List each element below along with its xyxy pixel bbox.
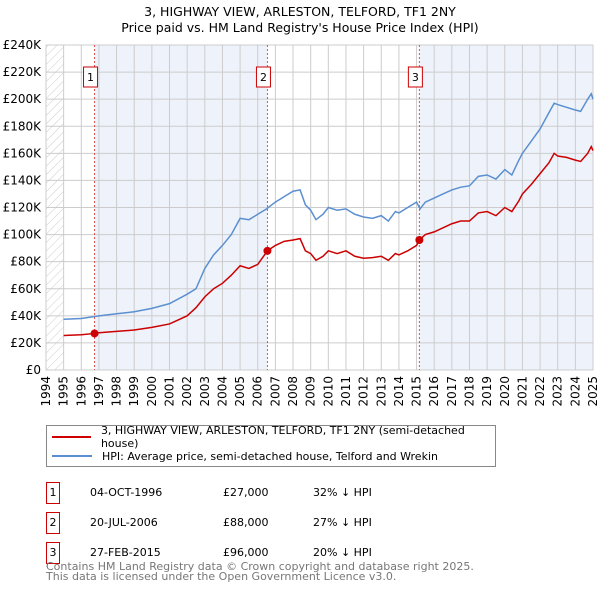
property-price-line xyxy=(63,144,594,337)
x-tick-label: 1999 xyxy=(127,376,141,407)
x-tick-label: 1994 xyxy=(39,376,53,407)
y-tick-label: £160K xyxy=(3,146,43,160)
x-tick-label: 2001 xyxy=(163,376,177,407)
x-tick-label: 2011 xyxy=(339,376,353,407)
sale-hpi-diff: 32% ↓ HPI xyxy=(313,486,372,499)
y-tick-label: £0 xyxy=(26,363,41,377)
x-tick-label: 2009 xyxy=(304,376,318,407)
sale-point xyxy=(263,246,272,255)
plot-border xyxy=(45,44,594,371)
sale-price: £96,000 xyxy=(223,546,269,559)
sale-point xyxy=(415,236,424,244)
sale-hpi-diff: 20% ↓ HPI xyxy=(313,546,372,559)
legend-label: 3, HIGHWAY VIEW, ARLESTON, TELFORD, TF1 … xyxy=(100,424,465,450)
sale-price: £27,000 xyxy=(223,486,269,499)
hpi-line xyxy=(63,92,594,320)
x-tick-label: 2012 xyxy=(357,376,371,407)
sale-row: 2 20-JUL-2006 £88,000 27% ↓ HPI xyxy=(46,512,446,534)
x-tick-label: 2018 xyxy=(462,376,476,407)
x-tick-label: 2022 xyxy=(533,376,547,407)
sale-number: 1 xyxy=(46,482,60,504)
x-tick-label: 2024 xyxy=(568,376,582,407)
legend-swatch xyxy=(52,455,92,457)
x-tick-label: 1997 xyxy=(92,376,106,407)
legend-item-hpi: HPI: Average price, semi-detached house,… xyxy=(52,448,438,464)
sale-date: 04-OCT-1996 xyxy=(90,486,163,499)
x-tick-label: 2000 xyxy=(145,376,159,407)
sale-row: 1 04-OCT-1996 £27,000 32% ↓ HPI xyxy=(46,482,446,504)
y-tick-label: £140K xyxy=(3,173,43,187)
y-tick-label: £220K xyxy=(3,65,43,79)
legend-swatch xyxy=(52,436,91,438)
sale-price: £88,000 xyxy=(223,516,269,529)
x-tick-label: 2023 xyxy=(551,376,565,407)
y-tick-label: £120K xyxy=(3,201,43,215)
x-tick-label: 2013 xyxy=(374,376,388,407)
y-tick-label: £60K xyxy=(10,282,42,296)
x-tick-label: 2002 xyxy=(180,376,194,407)
footer-line-1: Contains HM Land Registry data © Crown c… xyxy=(46,560,474,573)
sale-point xyxy=(90,329,99,338)
y-tick-label: £40K xyxy=(10,309,42,323)
sale-number: 3 xyxy=(46,542,60,564)
y-tick-label: £200K xyxy=(3,92,43,106)
x-tick-label: 2003 xyxy=(198,376,212,407)
x-tick-label: 2020 xyxy=(498,376,512,407)
plot-area: £0 £20K £40K £60K £80K £100K £120K £140K £160K £1… xyxy=(3,38,600,407)
sale-marker-label: 3 xyxy=(412,71,419,84)
x-tick-label: 2006 xyxy=(251,376,265,407)
sale-marker-label: 1 xyxy=(87,71,94,84)
chart-title: 3, HIGHWAY VIEW, ARLESTON, TELFORD, TF1 … xyxy=(144,4,456,19)
sale-date: 27-FEB-2015 xyxy=(90,546,161,559)
sale-date: 20-JUL-2006 xyxy=(90,516,158,529)
x-tick-label: 2019 xyxy=(480,376,494,407)
y-tick-label: £180K xyxy=(3,119,43,133)
x-tick-label: 2025 xyxy=(586,376,600,407)
x-tick-label: 2014 xyxy=(392,376,406,407)
x-tick-label: 2004 xyxy=(215,376,229,407)
legend: 3, HIGHWAY VIEW, ARLESTON, TELFORD, TF1 … xyxy=(46,424,496,467)
y-tick-label: £100K xyxy=(3,228,43,242)
x-tick-label: 2016 xyxy=(427,376,441,407)
sale-row: 3 27-FEB-2015 £96,000 20% ↓ HPI xyxy=(46,542,446,564)
legend-item-property: 3, HIGHWAY VIEW, ARLESTON, TELFORD, TF1 … xyxy=(52,424,495,450)
x-tick-label: 2015 xyxy=(410,376,424,407)
sale-hpi-diff: 27% ↓ HPI xyxy=(313,516,372,529)
sale-marker-label: 2 xyxy=(260,71,267,84)
x-tick-label: 2008 xyxy=(286,376,300,407)
x-tick-label: 1995 xyxy=(57,376,71,407)
x-tick-label: 1998 xyxy=(110,376,124,407)
sale-number: 2 xyxy=(46,512,60,534)
x-tick-label: 2017 xyxy=(445,376,459,407)
y-tick-label: £240K xyxy=(3,38,43,52)
y-tick-label: £80K xyxy=(10,255,42,269)
x-tick-label: 2010 xyxy=(321,376,335,407)
legend-label: HPI: Average price, semi-detached house,… xyxy=(102,449,438,463)
x-tick-label: 1996 xyxy=(74,376,88,407)
sale-marker-box xyxy=(407,66,423,88)
y-tick-label: £20K xyxy=(10,336,42,350)
footer-line-2: This data is licensed under the Open Gov… xyxy=(46,570,397,583)
chart-subtitle: Price paid vs. HM Land Registry's House … xyxy=(121,20,479,35)
sale-marker-box xyxy=(83,66,99,88)
x-tick-label: 2021 xyxy=(515,376,529,407)
sale-marker-box xyxy=(255,66,271,88)
x-tick-label: 2005 xyxy=(233,376,247,407)
x-tick-label: 2007 xyxy=(268,376,282,407)
